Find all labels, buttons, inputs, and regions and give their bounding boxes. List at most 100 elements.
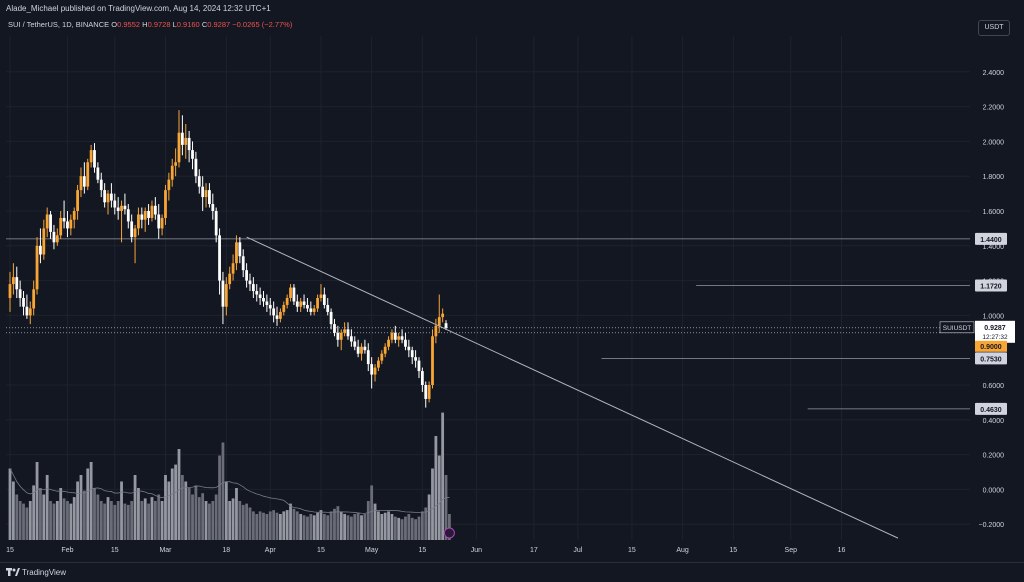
volume-ma-line (9, 468, 450, 514)
price-tags: SUIUSDT 0.9287 12:27:32 0.9000 (443, 320, 1015, 539)
symbol-legend[interactable]: SUI / TetherUS, 1D, BINANCE O0.9552 H0.9… (8, 20, 292, 29)
candle-body (397, 336, 401, 340)
candle-body (106, 193, 110, 203)
volume-bar (32, 485, 36, 540)
volume-bar (42, 494, 46, 540)
volume-bar (72, 497, 76, 540)
candle-body (96, 167, 100, 180)
volume-bar (393, 516, 397, 540)
volume-bar (45, 475, 49, 540)
volume-bar (177, 449, 181, 540)
volume-bar (319, 510, 323, 540)
volume-bar (251, 511, 255, 540)
volume-bar (49, 501, 52, 540)
price-tick-label: 1.8000 (983, 174, 1005, 181)
volume-bar (231, 498, 235, 540)
volume-bar (312, 515, 316, 540)
candle-body (241, 256, 245, 271)
candle-body (322, 294, 326, 305)
time-tick-label: Apr (265, 547, 277, 554)
volume-bar (79, 475, 83, 540)
volume-bar (235, 488, 238, 540)
volume-bar (96, 494, 100, 540)
candle-body (126, 209, 130, 222)
close-label: C (201, 20, 208, 29)
volume-bar (137, 488, 140, 540)
candle-body (346, 329, 350, 337)
candle-body (52, 231, 56, 243)
volume-bar (265, 514, 269, 540)
candle-body (201, 186, 205, 198)
last-price-tag-bg (975, 320, 1015, 343)
candle-body (214, 211, 218, 236)
event-marker-icon[interactable] (443, 527, 455, 539)
candle-body (184, 137, 188, 145)
volume-bar (89, 462, 93, 540)
candle-body (153, 205, 157, 215)
candle-body (211, 204, 215, 211)
time-tick-label: Aug (676, 547, 689, 554)
volume-bar (184, 481, 188, 540)
candle-body (275, 315, 279, 319)
open-value: 0.9552 (117, 20, 141, 29)
volume-bar (86, 468, 90, 540)
level-tag-bg (975, 232, 1007, 245)
trendline[interactable] (246, 236, 899, 539)
volume-bar (437, 455, 441, 540)
volume-bar (39, 488, 42, 540)
volume-bar (289, 503, 292, 540)
candle-body (18, 289, 22, 298)
candle-body (292, 287, 296, 302)
volume-bar (383, 512, 387, 540)
candle-body (170, 165, 174, 180)
volume-bar (208, 503, 211, 540)
candle-body (133, 228, 137, 238)
candle-body (76, 190, 79, 211)
candle-body (160, 217, 164, 229)
candle-body (444, 323, 448, 328)
time-axis[interactable]: 15 Feb 15 Mar 18 Apr 15 May 15 Jun 17 Jul 15 Aug 15 Sep… (6, 547, 845, 554)
candle-body (400, 336, 404, 340)
price-chart[interactable]: 1.4400 1.1720 0.7530 0.4630 2.4000 2.2000 2.0… (0, 0, 1024, 562)
trendline-segment[interactable] (246, 236, 899, 539)
candle-body (370, 364, 374, 375)
time-tick-label: Feb (61, 547, 73, 554)
volume-bar (116, 501, 120, 540)
volume-bar (180, 475, 184, 540)
candle-body (116, 207, 120, 211)
volume-bar (8, 468, 12, 540)
volume-bar (174, 464, 178, 540)
time-tick-label: 15 (729, 547, 737, 554)
open-label: O (111, 20, 118, 29)
volume-bar (349, 516, 353, 540)
price-axis[interactable]: 2.4000 2.2000 2.0000 1.8000 1.6000 1.4000 1.20… (979, 70, 1005, 529)
volume-bar (414, 519, 417, 540)
volume-bar (52, 503, 56, 540)
volume-bar (55, 501, 59, 540)
currency-button[interactable]: USDT (978, 20, 1010, 36)
level-tag-bg (975, 352, 1007, 365)
volume-bar (11, 481, 15, 540)
candle-body (302, 301, 306, 305)
volume-bar (160, 501, 164, 540)
candle-body (383, 346, 387, 354)
candle-body (410, 350, 414, 358)
volume-bar (431, 468, 434, 540)
price-tick-label: 1.6000 (983, 209, 1005, 216)
candle-body (360, 346, 363, 354)
volume-bar (126, 504, 130, 540)
candle-body (194, 158, 198, 177)
volume-bar (35, 462, 39, 540)
candle-body (245, 270, 248, 281)
candle-body (62, 217, 66, 222)
volume-bar (22, 503, 25, 540)
candle-body (336, 332, 340, 340)
volume-bar (201, 493, 205, 540)
candle-body (103, 190, 107, 203)
volume-bar (106, 497, 110, 540)
volume-bar (214, 494, 218, 540)
candle-body (32, 289, 36, 309)
volume-bar (309, 514, 313, 540)
volume-bar (343, 514, 347, 540)
candle-body (89, 150, 93, 163)
